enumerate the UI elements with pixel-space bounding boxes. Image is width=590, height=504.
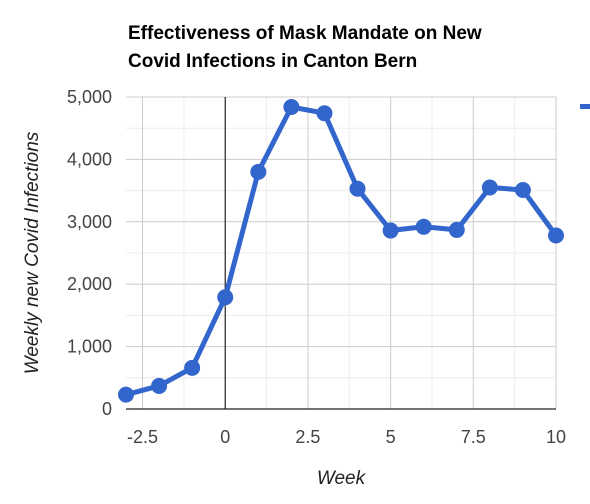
axes xyxy=(126,97,556,410)
x-tick-labels: -2.5 0 2.5 5 7.5 10 xyxy=(127,427,566,447)
x-tick-label: 7.5 xyxy=(461,427,486,447)
y-tick-label: 4,000 xyxy=(67,149,112,169)
data-point[interactable] xyxy=(184,359,201,376)
x-tick-label: -2.5 xyxy=(127,427,158,447)
data-point[interactable] xyxy=(548,227,564,244)
legend-swatch xyxy=(580,104,590,109)
chart-title: Effectiveness of Mask Mandate on New Cov… xyxy=(128,20,568,76)
data-point[interactable] xyxy=(283,98,300,115)
data-point[interactable] xyxy=(250,163,267,180)
data-point[interactable] xyxy=(481,179,498,196)
series-line xyxy=(123,104,559,398)
data-point[interactable] xyxy=(151,377,168,394)
gridlines xyxy=(126,96,557,409)
y-tick-label: 2,000 xyxy=(67,274,112,294)
x-tick-label: 5 xyxy=(386,427,396,447)
chart-title-line-1: Effectiveness of Mask Mandate on New xyxy=(128,23,482,44)
data-point[interactable] xyxy=(316,105,333,122)
y-tick-labels: 0 1,000 2,000 3,000 4,000 5,000 xyxy=(67,87,112,419)
data-point[interactable] xyxy=(349,180,366,197)
x-axis-title: Week xyxy=(317,468,367,489)
y-tick-label: 5,000 xyxy=(67,87,112,107)
chart-title-line-2: Covid Infections in Canton Bern xyxy=(128,51,418,72)
y-tick-label: 1,000 xyxy=(67,337,112,357)
y-tick-label: 0 xyxy=(102,399,112,419)
y-tick-label: 3,000 xyxy=(67,212,112,232)
data-point[interactable] xyxy=(448,221,465,238)
x-tick-label: 0 xyxy=(220,427,230,447)
data-point[interactable] xyxy=(382,222,399,239)
data-point[interactable] xyxy=(415,218,432,235)
data-point[interactable] xyxy=(514,181,531,198)
data-point[interactable] xyxy=(118,386,134,403)
x-tick-label: 2.5 xyxy=(295,427,320,447)
data-point[interactable] xyxy=(217,289,234,306)
x-tick-label: 10 xyxy=(546,427,566,447)
series-group xyxy=(118,98,564,403)
y-axis-title: Weekly new Covid Infections xyxy=(22,131,43,374)
